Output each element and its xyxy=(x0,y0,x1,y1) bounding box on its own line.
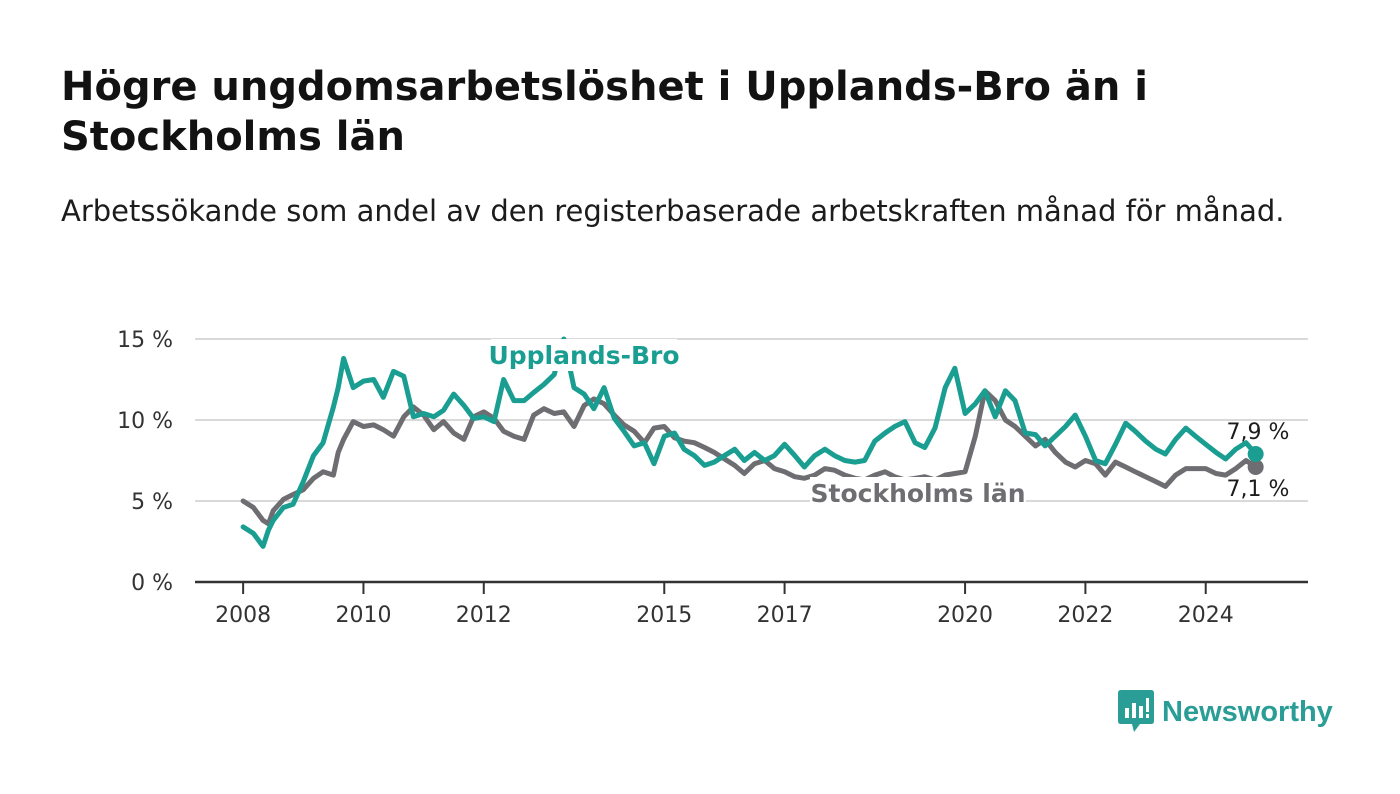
end-point-upplands-bro xyxy=(1247,446,1264,463)
y-tick-label: 5 % xyxy=(131,490,173,515)
x-axis: 2008 2010 2012 2015 2017 2020 2022 2024 xyxy=(195,580,1308,628)
gridlines xyxy=(195,338,1308,502)
chart-subtitle: Arbetssökande som andel av den registerb… xyxy=(61,194,1285,228)
y-tick-label: 15 % xyxy=(117,328,173,353)
x-tick-label: 2020 xyxy=(937,603,993,628)
y-axis-tick-labels: 0 % 5 % 10 % 15 % xyxy=(117,328,173,596)
series-lines xyxy=(240,336,1264,549)
series-name-label-bg xyxy=(491,339,677,371)
x-tick-label: 2010 xyxy=(335,603,391,628)
x-tick-label: 2022 xyxy=(1057,603,1113,628)
series-line-stockholms-l-n xyxy=(240,388,1259,527)
bar-chart-speech-bubble-icon xyxy=(1118,690,1154,732)
end-point-stockholms-l-n xyxy=(1247,458,1264,475)
x-tick-label: 2012 xyxy=(456,603,512,628)
chart-title: Högre ungdomsarbetslöshet i Upplands-Bro… xyxy=(61,64,1148,160)
series-labels: Stockholms län 7,1 % Upplands-Bro 7,9 % xyxy=(488,339,1289,509)
series-line-upplands-bro xyxy=(240,336,1259,549)
y-tick-label: 0 % xyxy=(131,571,173,596)
series-name-label-upplands-bro: Upplands-Bro xyxy=(488,341,679,370)
x-tick-label: 2024 xyxy=(1178,603,1234,628)
logo-text: Newsworthy xyxy=(1162,695,1333,728)
x-tick-label: 2015 xyxy=(636,603,692,628)
series-name-label-stockholms-l-n: Stockholms län xyxy=(811,479,1026,508)
y-tick-label: 10 % xyxy=(117,409,173,434)
x-tick-label: 2017 xyxy=(757,603,813,628)
end-value-label-stockholms-l-n: 7,1 % xyxy=(1227,477,1290,502)
series-name-label-bg xyxy=(810,477,1026,509)
newsworthy-logo[interactable]: Newsworthy xyxy=(1118,690,1333,734)
end-value-label-upplands-bro: 7,9 % xyxy=(1227,420,1290,445)
x-tick-label: 2008 xyxy=(215,603,271,628)
